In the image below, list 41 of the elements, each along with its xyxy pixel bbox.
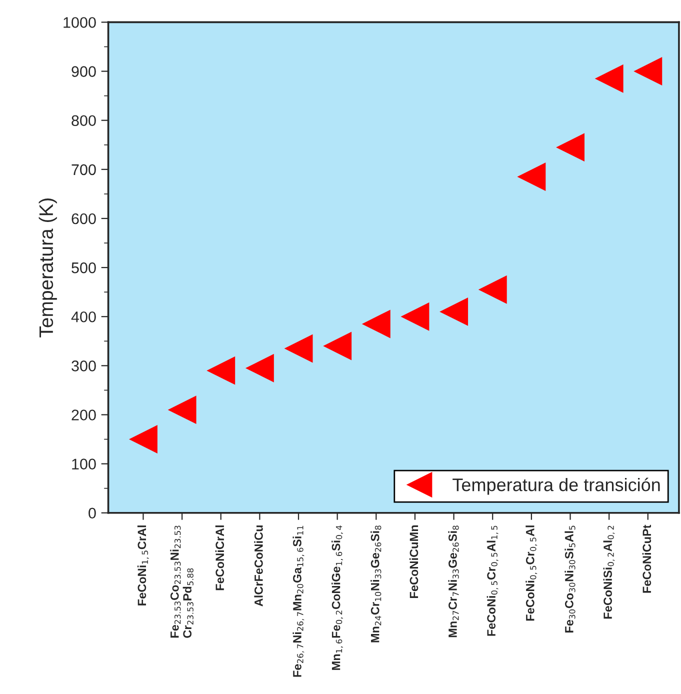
y-tick-label: 600 [72, 213, 96, 224]
y-tick-label: 500 [72, 262, 96, 274]
point [284, 334, 313, 363]
y-tick-label: 400 [71, 311, 96, 322]
y-tick-label: 0 [88, 508, 96, 519]
x-tick-label: FeCoNi$_{1,5}$CrAl [137, 526, 149, 606]
point [594, 64, 624, 93]
x-tick-label: FeCoNi$_{0,5}$Cr$_{0,5}$Al [526, 526, 538, 621]
category-label: Fe$_{23.53}$Co$_{23.53}$Ni$_{23.53}$ Cr$_{23.53}$Pd$_{5.88}$ [170, 526, 194, 638]
x-tick-label: AlCrFeCoNiCu [254, 525, 263, 606]
point [323, 332, 352, 360]
point [556, 133, 584, 162]
x-tick-label: FeCoNiCuPt [642, 524, 652, 593]
category-label: Fe$_{30}$Co$_{30}$Ni$_{30}$Si$_{5}$Al$_{5}$ [564, 526, 576, 632]
y-tick-label: 200 [72, 410, 96, 420]
y-tick-label: 300 [72, 360, 96, 372]
y-tick-label: 1000 [64, 17, 96, 28]
y-tick-label: 700 [72, 164, 96, 176]
point [245, 354, 274, 382]
point [478, 275, 507, 304]
y-axis-title: Temperatura (K) [38, 198, 57, 338]
x-tick-label: FeCoNi$_{0,5}$Cr$_{0,5}$Al$_{1,5}$ [486, 526, 498, 636]
point [128, 425, 158, 454]
legend-label: Temperatura de transición [452, 478, 660, 495]
x-tick-label: Mn$_{1,6}$Fe$_{0,2}$CoNiGe$_{1,6}$Si$_{0,4}$ [332, 525, 343, 670]
category-label: Mn$_{27}$Cr$_{7}$Ni$_{33}$Ge$_{26}$Si$_{8}$ [448, 526, 459, 638]
point [517, 162, 546, 191]
y-tick-label: 800 [72, 115, 96, 126]
category-label: Mn$_{24}$Cr$_{10}$Ni$_{33}$Ge$_{26}$Si$_{8}$ [370, 526, 382, 642]
y-tick-label: 900 [72, 66, 96, 77]
point [440, 297, 468, 326]
point [634, 57, 662, 86]
x-tick-label: FeCoNiCrAl [215, 526, 224, 590]
category-label: Fe$_{26,7}$Ni$_{26,7}$Mn$_{20}$Ga$_{15,6}$Si$_{11}$ [292, 526, 304, 677]
x-tick-label: FeCoNiCuMn [409, 525, 418, 598]
point [206, 356, 236, 385]
point [362, 310, 390, 338]
x-tick-label: FeCoNiSi$_{0,2}$Al$_{0,2}$ [603, 526, 615, 619]
point [168, 396, 196, 424]
y-tick-label: 100 [72, 458, 96, 470]
point [400, 302, 430, 331]
